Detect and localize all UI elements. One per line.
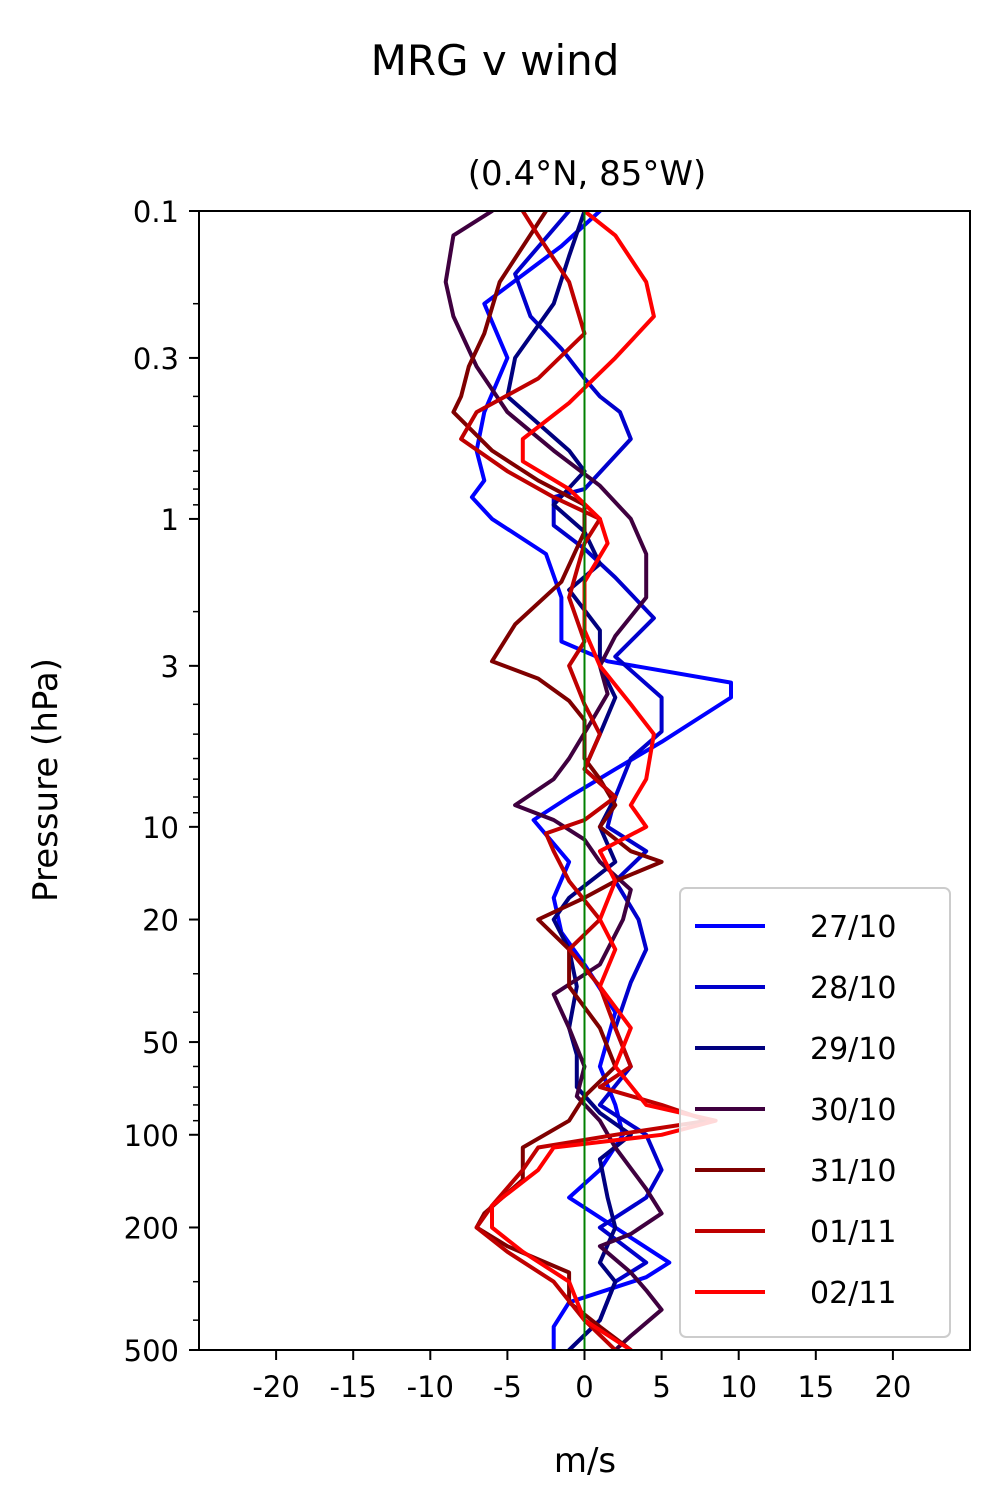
x-axis-label: m/s [554,1441,616,1481]
legend-label: 29/10 [810,1032,896,1067]
x-tick-label: -15 [330,1370,377,1404]
y-tick-label: 3 [161,650,179,684]
chart-title: MRG v wind [371,36,620,85]
x-tick-label: 15 [797,1370,834,1404]
y-tick-label: 500 [124,1334,179,1368]
plot-frame [198,210,971,1351]
legend-box [679,887,951,1338]
y-tick-label: 100 [124,1119,179,1153]
x-tick-label: -20 [252,1370,299,1404]
y-tick-label: 1 [161,503,179,537]
y-tick-label: 50 [142,1026,179,1060]
series-line-28-10 [513,211,664,1350]
x-tick-label: 5 [652,1370,670,1404]
y-tick-label: 20 [142,904,179,938]
y-tick-label: 0.1 [133,195,179,229]
chart-subtitle: (0.4°N, 85°W) [468,154,707,194]
y-tick-label: 10 [142,811,179,845]
x-tick-label: -10 [407,1370,454,1404]
y-tick-label: 200 [124,1211,179,1245]
x-axis-ticks: -20 -15 -10 -5 0 5 10 15 20 [252,1350,911,1404]
legend-label: 28/10 [810,971,896,1006]
y-tick-label: 0.3 [133,342,179,376]
x-tick-label: -5 [493,1370,522,1404]
legend: 27/10 28/10 29/10 30/10 31/10 01/11 02/11 [679,887,951,1338]
series-line-30-10 [443,211,664,1350]
series-line-02-11 [490,211,718,1350]
x-tick-label: 0 [575,1370,593,1404]
legend-label: 27/10 [810,910,896,945]
y-axis-ticks: 0.1 0.3 1 3 10 20 50 100 200 500 [124,195,199,1368]
legend-label: 02/11 [810,1276,896,1311]
legend-label: 30/10 [810,1093,896,1128]
x-tick-label: 10 [720,1370,757,1404]
y-axis-label: Pressure (hPa) [26,658,66,902]
legend-label: 01/11 [810,1215,896,1250]
legend-label: 31/10 [810,1154,896,1189]
x-tick-label: 20 [874,1370,911,1404]
series-line-01-11 [459,211,710,1350]
